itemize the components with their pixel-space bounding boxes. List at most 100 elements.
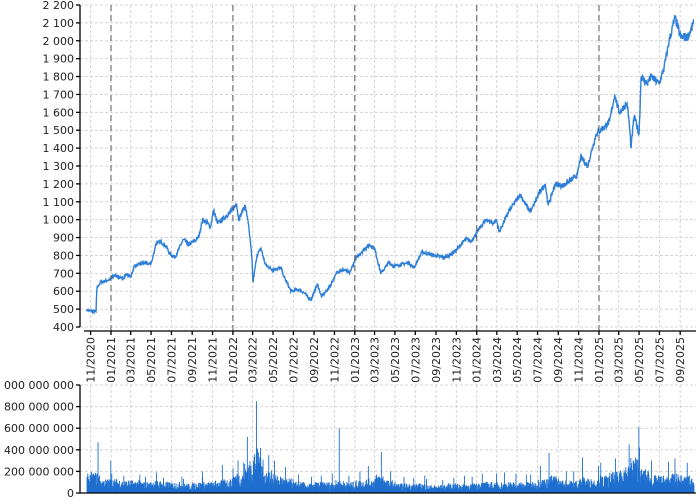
volume-grid <box>80 384 696 494</box>
volume-bar <box>444 485 445 493</box>
volume-bar <box>315 482 317 493</box>
volume-bar <box>583 477 585 493</box>
volume-bar <box>301 482 303 493</box>
volume-bar <box>352 481 354 493</box>
volume-bar <box>372 481 374 493</box>
volume-bar <box>333 484 335 493</box>
volume-bar <box>338 482 339 493</box>
volume-bar <box>424 485 426 493</box>
volume-bar <box>466 485 467 493</box>
volume-bar <box>97 442 99 493</box>
volume-bar <box>145 482 147 493</box>
price-xtick-label: 03/2024 <box>491 337 504 383</box>
volume-bar <box>598 478 600 493</box>
volume-bar <box>339 481 341 493</box>
volume-bar <box>344 484 345 493</box>
volume-bar <box>198 482 200 493</box>
price-ytick-label: 1 300 <box>43 160 75 173</box>
price-xtick-label: 11/2021 <box>207 337 220 383</box>
volume-bar <box>191 483 193 493</box>
volume-bar <box>222 481 224 493</box>
volume-bar <box>291 482 292 493</box>
volume-bar <box>651 460 652 493</box>
volume-bar <box>382 476 384 493</box>
price-ytick-label: 1 100 <box>43 196 75 209</box>
volume-bar <box>259 457 261 493</box>
volume-bar <box>582 457 583 493</box>
volume-bar <box>199 482 201 493</box>
volume-bar <box>415 483 417 493</box>
volume-bar <box>668 461 669 493</box>
volume-ytick-label: 400 000 000 <box>4 444 74 457</box>
volume-bar <box>468 486 470 493</box>
volume-bar <box>494 485 496 493</box>
volume-bar <box>221 464 223 493</box>
volume-bar <box>691 478 693 493</box>
volume-bar <box>401 484 403 493</box>
volume-bar <box>519 484 521 493</box>
volume-bar <box>523 485 525 493</box>
volume-bar <box>280 477 282 493</box>
volume-bar <box>484 483 486 493</box>
volume-bar <box>578 484 579 493</box>
volume-bar <box>561 481 563 493</box>
volume-ytick-label: 1 000 000 000 <box>0 379 74 392</box>
volume-bar <box>504 472 505 493</box>
volume-bar <box>572 483 574 493</box>
volume-bar <box>137 482 138 493</box>
volume-bar <box>172 483 174 493</box>
price-ytick-label: 1 000 <box>43 214 75 227</box>
price-ytick-label: 400 <box>53 321 74 334</box>
volume-bar <box>89 475 91 493</box>
volume-bar <box>530 483 532 493</box>
volume-bar <box>593 480 595 493</box>
volume-bar <box>645 469 646 493</box>
volume-bar <box>410 485 412 493</box>
volume-bar <box>95 474 97 493</box>
volume-bar <box>93 473 95 493</box>
volume-bar <box>391 480 393 493</box>
volume-bar <box>544 479 546 493</box>
volume-bar <box>557 478 559 493</box>
volume-bar <box>628 444 630 493</box>
volume-bar <box>331 473 333 493</box>
volume-bar <box>102 482 103 493</box>
volume-bar <box>563 484 565 493</box>
volume-bar <box>236 474 238 493</box>
volume-bar <box>413 477 415 493</box>
volume-bar <box>87 475 89 493</box>
volume-bar <box>455 483 456 493</box>
volume-bar <box>96 473 98 493</box>
volume-bar <box>471 476 473 493</box>
price-xtick-label: 07/2023 <box>409 337 422 383</box>
volume-bar <box>338 428 340 493</box>
volume-bar <box>103 481 105 493</box>
price-xtick-label: 07/2021 <box>165 337 178 383</box>
volume-bar <box>119 480 120 493</box>
volume-bar <box>315 482 316 493</box>
volume-bar <box>476 485 478 493</box>
price-xtick-label: 03/2023 <box>369 337 382 383</box>
price-xtick-label: 05/2022 <box>267 337 280 383</box>
volume-bar <box>246 436 248 493</box>
volume-bar <box>559 485 561 493</box>
volume-bar <box>256 401 257 493</box>
volume-bar <box>285 467 286 493</box>
price-ytick-label: 1 400 <box>43 142 75 155</box>
volume-bar <box>231 478 233 493</box>
price-ytick-label: 1 600 <box>43 106 75 119</box>
volume-bar <box>606 476 607 493</box>
volume-bar <box>424 475 426 493</box>
price-ytick-label: 700 <box>53 267 74 280</box>
volume-bar <box>184 486 186 493</box>
volume-bar <box>476 483 477 493</box>
volume-bar <box>505 484 507 493</box>
volume-bar <box>176 483 178 493</box>
volume-bar <box>296 485 298 493</box>
price-ytick-label: 600 <box>53 285 74 298</box>
volume-bar <box>91 475 93 493</box>
volume-bar <box>481 473 483 493</box>
volume-bar <box>292 478 294 493</box>
volume-bar <box>359 471 361 493</box>
